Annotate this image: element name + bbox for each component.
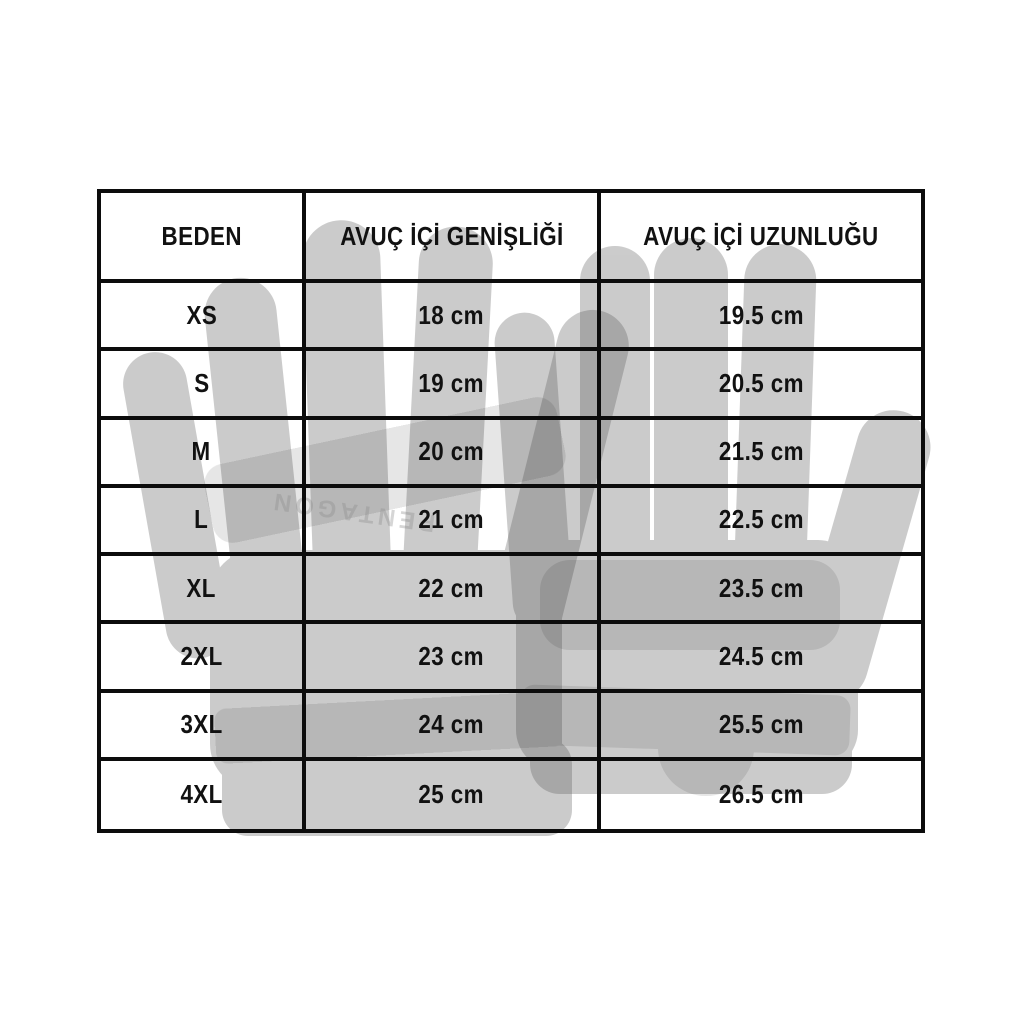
palm-length-cell: 21.5 cm — [601, 420, 921, 484]
header-label-size: BEDEN — [161, 220, 242, 251]
table-row: XS 18 cm 19.5 cm — [101, 283, 921, 352]
palm-length-cell: 26.5 cm — [601, 761, 921, 829]
palm-length-value: 24.5 cm — [718, 640, 804, 671]
left-glove-silhouette — [123, 220, 629, 836]
table-row: M 20 cm 21.5 cm — [101, 419, 921, 488]
table-row: 4XL 25 cm 26.5 cm — [101, 760, 921, 829]
size-cell: 3XL — [101, 692, 306, 757]
table-row: S 19 cm 20.5 cm — [101, 351, 921, 420]
size-value: XS — [186, 299, 217, 330]
size-table: BEDEN AVUÇ İÇİ GENİŞLİĞİ AVUÇ İÇİ UZUNLU… — [97, 189, 925, 833]
palm-length-cell: 20.5 cm — [601, 351, 921, 415]
size-value: 4XL — [180, 779, 223, 810]
palm-length-value: 19.5 cm — [718, 299, 804, 330]
palm-width-value: 22 cm — [418, 572, 485, 603]
palm-length-value: 22.5 cm — [718, 504, 804, 535]
palm-length-value: 25.5 cm — [718, 709, 804, 740]
size-value: 3XL — [180, 709, 223, 740]
header-cell-palm-width: AVUÇ İÇİ GENİŞLİĞİ — [306, 193, 602, 279]
palm-length-value: 23.5 cm — [718, 572, 804, 603]
palm-width-value: 21 cm — [418, 504, 485, 535]
palm-width-cell: 25 cm — [306, 760, 602, 829]
palm-width-value: 23 cm — [418, 640, 485, 671]
palm-width-cell: 18 cm — [306, 283, 602, 348]
header-label-palm-width: AVUÇ İÇİ GENİŞLİĞİ — [339, 220, 564, 251]
size-cell: XS — [101, 283, 306, 348]
palm-length-value: 20.5 cm — [718, 367, 804, 398]
table-row: 2XL 23 cm 24.5 cm — [101, 624, 921, 693]
palm-length-cell: 23.5 cm — [601, 556, 921, 620]
size-cell: S — [101, 351, 306, 416]
palm-width-value: 25 cm — [418, 779, 485, 810]
header-label-palm-length: AVUÇ İÇİ UZUNLUĞU — [643, 220, 879, 251]
palm-width-cell: 24 cm — [306, 692, 602, 757]
size-cell: 2XL — [101, 624, 306, 689]
table-row: XL 22 cm 23.5 cm — [101, 556, 921, 625]
palm-width-value: 20 cm — [418, 436, 485, 467]
palm-length-value: 26.5 cm — [718, 779, 804, 810]
palm-width-cell: 20 cm — [306, 419, 602, 484]
size-value: XL — [186, 572, 217, 603]
palm-width-cell: 19 cm — [306, 351, 602, 416]
size-value: 2XL — [180, 640, 223, 671]
size-value: L — [194, 504, 209, 535]
size-cell: L — [101, 487, 306, 552]
palm-width-value: 18 cm — [418, 299, 485, 330]
palm-length-cell: 24.5 cm — [601, 624, 921, 688]
size-cell: XL — [101, 556, 306, 621]
palm-width-value: 19 cm — [418, 367, 485, 398]
table-header-row: BEDEN AVUÇ İÇİ GENİŞLİĞİ AVUÇ İÇİ UZUNLU… — [101, 193, 921, 283]
palm-length-value: 21.5 cm — [718, 436, 804, 467]
size-value: M — [191, 436, 212, 467]
palm-width-value: 24 cm — [418, 709, 485, 740]
palm-width-cell: 23 cm — [306, 624, 602, 689]
table-row: 3XL 24 cm 25.5 cm — [101, 692, 921, 761]
palm-width-cell: 21 cm — [306, 487, 602, 552]
size-value: S — [193, 367, 210, 398]
header-cell-palm-length: AVUÇ İÇİ UZUNLUĞU — [601, 193, 921, 279]
header-cell-size: BEDEN — [101, 193, 306, 279]
palm-length-cell: 22.5 cm — [601, 488, 921, 552]
palm-length-cell: 19.5 cm — [601, 283, 921, 347]
size-cell: 4XL — [101, 760, 306, 829]
palm-length-cell: 25.5 cm — [601, 693, 921, 757]
table-row: L 21 cm 22.5 cm — [101, 487, 921, 556]
size-cell: M — [101, 419, 306, 484]
palm-width-cell: 22 cm — [306, 556, 602, 621]
